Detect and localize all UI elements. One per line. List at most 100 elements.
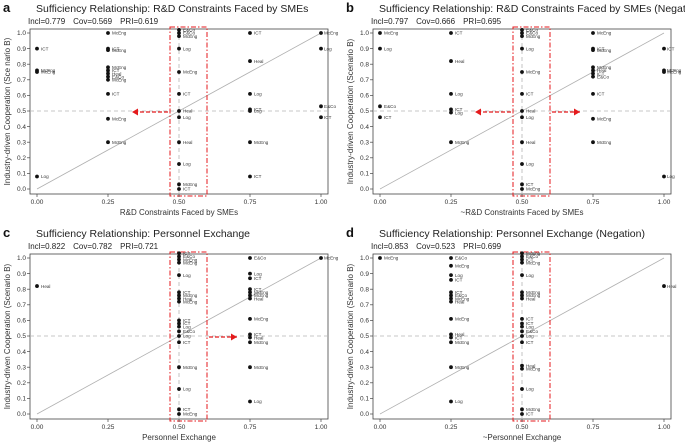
point-label: McEng <box>183 257 198 262</box>
point-label: E&Co <box>183 28 195 33</box>
y-tick-label: 0.0 <box>17 186 26 193</box>
point-label: McEng <box>112 31 127 36</box>
data-point <box>449 273 453 278</box>
point-label: Heal <box>112 71 121 76</box>
stat-incl-label: Incl= <box>28 17 45 26</box>
chart-title: Sufficiency Relationship: R&D Constraint… <box>36 3 308 15</box>
point-label: Heal <box>183 140 192 145</box>
data-point <box>662 174 666 179</box>
point-label: McEng <box>183 299 198 304</box>
point-label: Log <box>254 92 262 97</box>
data-point <box>248 91 252 96</box>
y-tick-label: 0.2 <box>360 155 369 162</box>
point-label: Log <box>667 174 675 179</box>
data-point <box>177 299 181 304</box>
stat-cov-label: Cov= <box>416 242 435 251</box>
data-point <box>520 70 524 74</box>
data-point <box>520 293 524 298</box>
highlight-box <box>512 251 551 422</box>
data-point <box>520 296 524 301</box>
point-label: McEng <box>254 293 269 298</box>
point-label: Heal <box>526 109 535 114</box>
data-point <box>449 335 453 340</box>
point-label: E&Co <box>324 104 336 109</box>
data-point <box>177 70 181 74</box>
data-point <box>449 296 453 301</box>
data-point <box>591 65 595 70</box>
point-label: Heal <box>455 59 464 64</box>
point-label: ICT <box>526 182 534 187</box>
data-point <box>449 277 453 282</box>
data-point <box>177 340 181 345</box>
point-label: Log <box>183 273 191 278</box>
point-label: ICT <box>183 92 191 97</box>
data-point <box>319 256 323 260</box>
y-tick-label: 1.0 <box>360 30 369 37</box>
data-point <box>248 59 252 63</box>
arrow-left-head <box>132 108 138 116</box>
data-point <box>177 251 181 256</box>
data-point <box>449 293 453 298</box>
data-point <box>449 290 453 295</box>
point-label: McEng <box>41 68 56 73</box>
data-point <box>520 260 524 265</box>
point-label: ICT <box>526 412 534 417</box>
data-point <box>177 187 181 191</box>
point-label: E&Co <box>455 256 467 261</box>
data-point <box>319 31 323 35</box>
stat-incl-label: Incl= <box>28 242 45 251</box>
data-point <box>319 46 323 51</box>
data-point <box>520 115 524 120</box>
x-tick-label: 0.00 <box>31 199 44 206</box>
y-tick-label: 0.4 <box>17 349 26 356</box>
y-tick-label: 0.5 <box>360 333 369 340</box>
highlight-box <box>512 26 551 197</box>
point-label: ICT <box>455 290 463 295</box>
stat-cov-value: 0.569 <box>92 17 113 26</box>
point-label: ICT <box>112 46 120 51</box>
y-tick-label: 0.5 <box>17 333 26 340</box>
y-tick-label: 0.1 <box>360 396 369 403</box>
point-label: E&Co <box>597 74 609 79</box>
point-label: Log <box>455 273 463 278</box>
point-label: McEng <box>526 290 541 295</box>
data-point <box>177 91 181 96</box>
stat-incl-label: Incl= <box>371 17 388 26</box>
x-axis-label: ~R&D Constraints Faced by SMEs <box>461 208 584 217</box>
y-tick-label: 0.8 <box>360 286 369 293</box>
stat-incl-value: 0.797 <box>388 17 409 26</box>
data-point <box>177 412 181 416</box>
data-point <box>520 140 524 145</box>
data-point <box>520 31 524 35</box>
point-label: Heal <box>526 296 535 301</box>
data-point <box>662 46 666 51</box>
point-label: McEng <box>455 140 470 145</box>
point-label: Heal <box>455 332 464 337</box>
y-axis-label: Industry-driven Cooperation (Sce nario B… <box>3 37 12 185</box>
point-label: ICT <box>183 318 191 323</box>
arrow-right-head <box>574 108 580 116</box>
point-label: ICT <box>384 115 392 120</box>
data-point <box>106 74 110 79</box>
y-tick-label: 0.9 <box>17 271 26 278</box>
point-label: McEng <box>526 260 541 265</box>
point-label: Log <box>455 92 463 97</box>
data-point <box>520 251 524 256</box>
data-point <box>177 296 181 301</box>
data-point <box>449 107 453 112</box>
point-label: ICT <box>183 407 191 412</box>
point-label: McEng <box>526 366 541 371</box>
y-tick-label: 0.2 <box>360 380 369 387</box>
arrow-left-head <box>475 108 481 116</box>
point-label: ICT <box>526 340 534 345</box>
stat-cov-label: Cov= <box>73 242 92 251</box>
data-point <box>248 276 252 281</box>
data-point <box>591 91 595 96</box>
point-label: McEng <box>667 68 682 73</box>
chart-title: Sufficiency Relationship: Personnel Exch… <box>379 228 645 240</box>
x-tick-label: 0.00 <box>31 424 44 431</box>
point-label: McEng <box>667 70 682 75</box>
data-point <box>106 91 110 96</box>
data-point <box>106 68 110 73</box>
x-tick-label: 0.50 <box>516 199 529 206</box>
